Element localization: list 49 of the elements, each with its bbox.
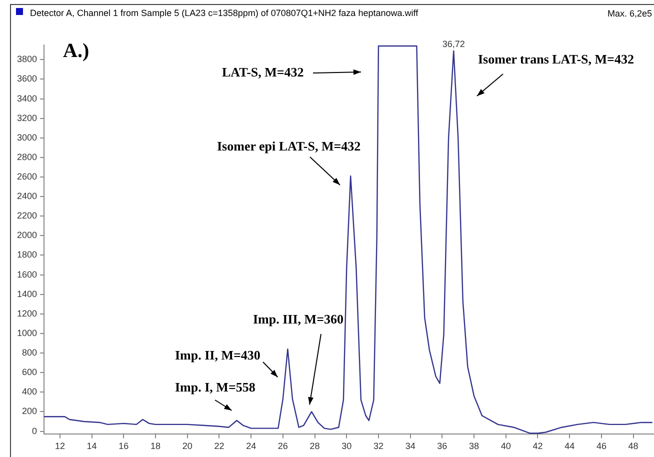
y-tick-label: 2200: [16, 210, 38, 221]
y-tick-label: 600: [22, 367, 38, 378]
annotation: Isomer trans LAT-S, M=432: [478, 51, 634, 66]
annotation: Isomer epi LAT-S, M=432: [217, 138, 361, 154]
x-tick-label: 26: [278, 441, 288, 452]
annotation: Imp. I, M=558: [175, 379, 256, 394]
x-tick-label: 18: [150, 441, 161, 452]
x-tick-label: 36: [437, 441, 448, 452]
y-tick-label: 1600: [16, 269, 38, 280]
x-tick-label: 28: [310, 441, 320, 452]
x-tick-label: 38: [469, 441, 480, 452]
y-tick-label: 2000: [16, 230, 38, 240]
x-tick-label: 12: [54, 441, 65, 452]
text: Max. 6,2e5: [607, 8, 652, 18]
x-tick-label: 24: [246, 441, 256, 452]
chart-title: Detector A, Channel 1 from Sample 5 (LA23 c=1358ppm) of 070807Q1+NH2 faza heptanowa.wiff: [30, 8, 418, 18]
y-tick-label: 1000: [16, 328, 38, 338]
y-tick-label: 400: [22, 386, 38, 397]
annotation: LAT-S, M=432: [222, 64, 304, 80]
y-tick-label: 3400: [16, 93, 38, 104]
y-tick-label: 1400: [16, 288, 38, 299]
x-tick-label: 14: [86, 441, 97, 452]
y-tick-label: 200: [22, 406, 38, 416]
annotation: Imp. II, M=430: [175, 347, 260, 362]
x-tick-label: 42: [532, 441, 543, 452]
x-tick-label: 30: [342, 441, 352, 452]
y-tick-label: 2600: [16, 172, 38, 182]
x-tick-label: 40: [500, 441, 511, 452]
y-tick-label: 3200: [16, 112, 38, 123]
y-tick-label: 3000: [16, 132, 38, 142]
annotation: 36,72: [442, 38, 465, 49]
x-tick-label: 44: [564, 441, 575, 452]
annotation: A.): [63, 40, 90, 62]
y-tick-label: 2800: [16, 152, 38, 162]
x-tick-label: 16: [118, 441, 129, 452]
y-tick-label: 1200: [16, 308, 38, 318]
x-tick-label: 34: [405, 441, 416, 452]
y-tick-label: 1800: [16, 250, 38, 260]
x-tick-label: 22: [214, 441, 224, 452]
annotation: Imp. III, M=360: [253, 311, 344, 326]
y-tick-label: 800: [22, 348, 38, 358]
y-tick-label: 3600: [16, 74, 38, 84]
y-tick-label: 2400: [16, 191, 38, 202]
y-tick-label: 0: [32, 426, 38, 436]
x-tick-label: 20: [182, 441, 192, 452]
x-tick-label: 46: [596, 441, 606, 452]
x-tick-label: 48: [628, 441, 638, 452]
y-tick-label: 3800: [16, 54, 38, 64]
x-tick-label: 32: [373, 441, 384, 452]
